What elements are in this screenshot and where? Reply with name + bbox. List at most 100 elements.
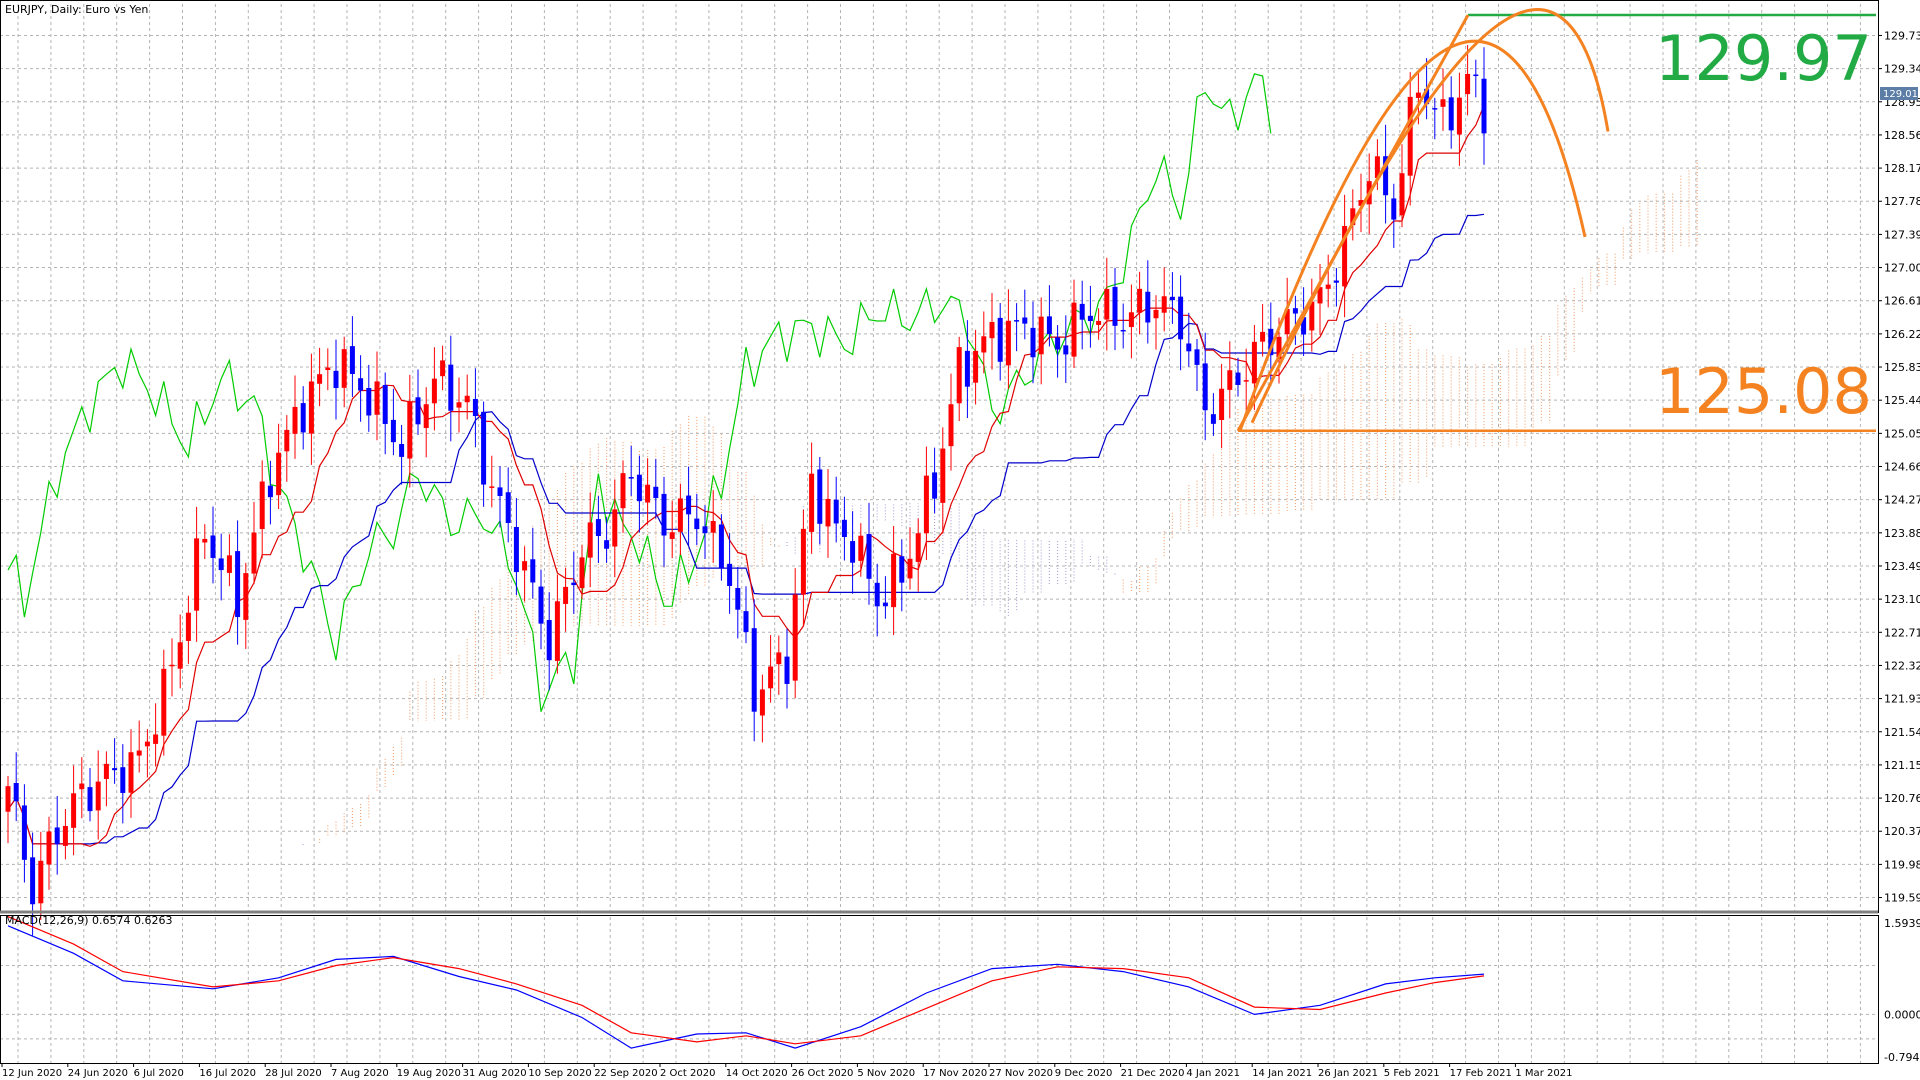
candle-body <box>1087 315 1093 322</box>
candle-body <box>1243 380 1249 382</box>
macd-main-line <box>7 925 1485 1049</box>
price-tick-label: 122.320 <box>1884 659 1920 672</box>
price-tick-label: 122.710 <box>1884 626 1920 639</box>
price-tick-label: 129.730 <box>1884 29 1920 42</box>
candle-body <box>1358 200 1364 206</box>
candle-body <box>702 526 708 534</box>
candle-body <box>653 486 659 499</box>
candle-body <box>718 524 724 568</box>
candle-body <box>497 487 503 496</box>
price-tick-label: 120.760 <box>1884 792 1920 805</box>
main-grid <box>0 4 1878 912</box>
price-tick-label: 123.100 <box>1884 593 1920 606</box>
macd-tick-label: 1.5939 <box>1884 917 1920 930</box>
candle-body <box>1014 320 1020 322</box>
candle-body <box>71 793 77 828</box>
candle-body <box>1432 108 1438 110</box>
price-tick-label: 124.270 <box>1884 494 1920 507</box>
candle-body <box>1284 308 1290 335</box>
candle-body <box>891 553 897 608</box>
candle-body <box>194 538 200 611</box>
candle-body <box>481 411 487 485</box>
candle-body <box>981 336 987 353</box>
candle-body <box>759 689 765 716</box>
price-tick-label: 120.370 <box>1884 825 1920 838</box>
candle-body <box>472 398 478 417</box>
time-tick-label: 26 Jan 2021 <box>1318 1068 1378 1079</box>
candle-body <box>366 387 372 416</box>
candle-body <box>1456 97 1462 135</box>
candle-body <box>1079 303 1085 320</box>
price-tick-label: 125.830 <box>1884 361 1920 374</box>
candle-body <box>784 656 790 684</box>
candle-body <box>751 628 757 712</box>
candle-body <box>1292 308 1298 314</box>
candle-body <box>595 519 601 536</box>
candle-body <box>136 750 142 756</box>
candle-body <box>743 611 749 633</box>
candle-body <box>1120 329 1126 332</box>
candle-body <box>874 582 880 607</box>
macd-tick-label: -0.7944 <box>1884 1051 1920 1064</box>
price-tick-label: 127.000 <box>1884 262 1920 275</box>
price-tick-label: 127.780 <box>1884 195 1920 208</box>
candle-body <box>587 522 593 558</box>
candle-body <box>841 519 847 538</box>
candle-body <box>636 474 642 502</box>
candle-body <box>1407 96 1413 176</box>
candle-body <box>554 601 560 661</box>
ichimoku-lines <box>7 73 1485 847</box>
candle-body <box>1137 288 1143 313</box>
candle-body <box>120 767 126 793</box>
candle-body <box>235 551 241 618</box>
candle-body <box>932 472 938 499</box>
candle-body <box>1301 317 1307 335</box>
time-tick-label: 22 Sep 2020 <box>594 1068 657 1079</box>
candle-body <box>1055 337 1061 350</box>
candle-body <box>210 535 216 558</box>
candle-body <box>1178 296 1184 340</box>
candle-body <box>300 403 306 433</box>
macd-frame <box>0 915 1879 1064</box>
price-tick-label: 119.980 <box>1884 858 1920 871</box>
chikou-span-line <box>7 73 1272 712</box>
candle-body <box>1153 309 1159 319</box>
candle-body <box>1104 288 1110 320</box>
candles <box>5 44 1487 936</box>
time-tick-label: 27 Nov 2020 <box>989 1068 1053 1079</box>
candle-body <box>530 559 536 583</box>
candle-body <box>833 499 839 524</box>
candle-body <box>620 473 626 509</box>
ichimoku-cloud <box>302 159 1698 846</box>
candle-body <box>1169 296 1175 301</box>
candle-body <box>13 783 19 802</box>
candle-body <box>1096 320 1102 325</box>
candle-body <box>677 498 683 532</box>
candle-body <box>907 558 913 579</box>
candle-body <box>850 541 856 563</box>
candle-body <box>538 586 544 624</box>
macd-grid <box>0 917 1878 1063</box>
candle-body <box>1145 291 1151 323</box>
candle-body <box>1128 312 1134 328</box>
candle-body <box>1333 280 1339 283</box>
resistance-level-label: 129.97 <box>1655 22 1872 95</box>
candle-body <box>1391 198 1397 220</box>
candle-body <box>144 741 150 747</box>
candle-body <box>522 561 528 571</box>
candle-body <box>202 538 208 543</box>
price-tick-label: 127.390 <box>1884 228 1920 241</box>
time-tick-label: 4 Jan 2021 <box>1186 1068 1240 1079</box>
macd-tick-label: 0.0000 <box>1884 1008 1920 1021</box>
price-tick-label: 128.170 <box>1884 162 1920 175</box>
candle-body <box>1276 336 1282 360</box>
candle-body <box>218 558 224 571</box>
candle-body <box>1473 74 1479 77</box>
price-tick-label: 119.590 <box>1884 892 1920 905</box>
candle-body <box>1227 370 1233 390</box>
candle-body <box>79 783 85 790</box>
candle-body <box>103 763 109 779</box>
price-tick-label: 121.540 <box>1884 726 1920 739</box>
candle-body <box>128 752 134 793</box>
time-tick-label: 6 Jul 2020 <box>134 1068 184 1079</box>
